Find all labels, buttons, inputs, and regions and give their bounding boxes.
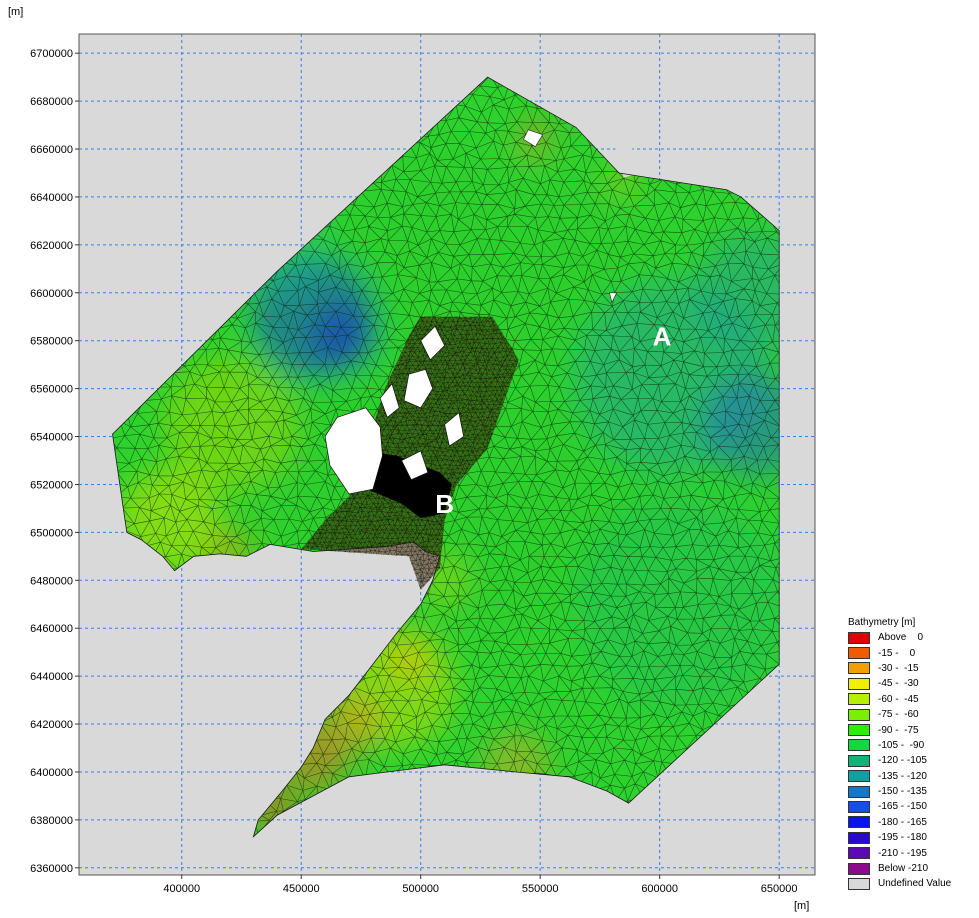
x-axis-unit: [m] — [794, 900, 810, 912]
legend-item: -120 - -105 — [848, 753, 978, 768]
legend-item: Above 0 — [848, 630, 978, 645]
legend-swatch — [848, 739, 870, 752]
depth-patch — [384, 635, 433, 684]
land-mass — [401, 450, 429, 481]
y-tick-label: 6460000 — [30, 623, 73, 635]
y-axis-unit: [m] — [8, 6, 24, 18]
land-mass — [379, 383, 400, 418]
legend-swatch — [848, 754, 870, 767]
legend-label: Below -210 — [878, 863, 929, 875]
legend-item: -150 - -135 — [848, 784, 978, 799]
land-mass — [324, 407, 383, 495]
legend-swatch — [848, 677, 870, 690]
legend-swatch — [848, 724, 870, 737]
legend-swatch — [848, 847, 870, 860]
x-tick-label: 500000 — [402, 883, 439, 895]
domain-boundary — [112, 76, 780, 838]
depth-patch — [576, 496, 780, 712]
y-tick-label: 6620000 — [30, 240, 73, 252]
legend-item: Below -210 — [848, 861, 978, 876]
y-tick-label: 6480000 — [30, 575, 73, 587]
legend-item: -180 - -165 — [848, 815, 978, 830]
site-label-b: B — [435, 489, 454, 519]
land-mass — [420, 325, 446, 361]
island — [523, 129, 544, 148]
legend-swatch — [848, 800, 870, 813]
x-tick-label: 450000 — [283, 883, 320, 895]
legend-label: -60 - -45 — [878, 693, 919, 705]
legend-swatch — [848, 647, 870, 660]
y-tick-label: 6540000 — [30, 432, 73, 444]
island — [609, 292, 618, 304]
legend-item: -15 - 0 — [848, 645, 978, 660]
legend-label: -165 - -150 — [878, 801, 927, 813]
legend-title: Bathymetry [m] — [848, 617, 916, 628]
legend-swatch — [848, 816, 870, 829]
y-tick-label: 6380000 — [30, 815, 73, 827]
legend-label: -180 - -165 — [878, 816, 927, 828]
legend-item: -165 - -150 — [848, 799, 978, 814]
depth-patch — [702, 371, 780, 478]
bathymetry-legend: Bathymetry [m] Above 0 -15 - 0 -30 - -15 -4… — [848, 617, 978, 892]
legend-item: -45 - -30 — [848, 676, 978, 691]
legend-label: -210 - -195 — [878, 847, 927, 859]
plot-frame — [78, 33, 816, 876]
y-tick-label: 6520000 — [30, 479, 73, 491]
y-tick-label: 6700000 — [30, 48, 73, 60]
legend-label: Above 0 — [878, 632, 924, 644]
legend-swatch — [848, 693, 870, 706]
legend-swatch — [848, 631, 870, 644]
legend-label: Undefined Value — [878, 878, 952, 890]
axis-ticks — [75, 52, 780, 879]
legend-label: -120 - -105 — [878, 755, 927, 767]
legend-swatch — [848, 770, 870, 783]
legend-items: Above 0 -15 - 0 -30 - -15 -45 - -30 -60 - -4… — [848, 630, 978, 892]
y-tick-label: 6680000 — [30, 96, 73, 108]
legend-label: -30 - -15 — [878, 662, 919, 674]
y-tick-label: 6500000 — [30, 527, 73, 539]
legend-label: -105 - -90 — [878, 739, 925, 751]
legend-label: -45 - -30 — [878, 678, 919, 690]
y-tick-label: 6580000 — [30, 336, 73, 348]
site-label-a: A — [653, 321, 672, 351]
y-tick-label: 6360000 — [30, 863, 73, 875]
legend-swatch — [848, 785, 870, 798]
legend-label: -195 - -180 — [878, 832, 927, 844]
y-tick-label: 6640000 — [30, 192, 73, 204]
x-tick-label: 550000 — [522, 883, 559, 895]
legend-item: Undefined Value — [848, 876, 978, 891]
y-tick-label: 6420000 — [30, 719, 73, 731]
y-tick-label: 6660000 — [30, 144, 73, 156]
x-tick-label: 600000 — [641, 883, 678, 895]
legend-label: -15 - 0 — [878, 647, 916, 659]
x-tick-label: 400000 — [163, 883, 200, 895]
legend-swatch — [848, 831, 870, 844]
y-tick-label: 6560000 — [30, 384, 73, 396]
legend-swatch — [848, 862, 870, 875]
legend-label: -75 - -60 — [878, 709, 919, 721]
legend-swatch — [848, 877, 870, 890]
legend-label: -135 - -120 — [878, 770, 927, 782]
legend-label: -150 - -135 — [878, 786, 927, 798]
legend-item: -195 - -180 — [848, 830, 978, 845]
y-tick-label: 6600000 — [30, 288, 73, 300]
legend-item: -60 - -45 — [848, 692, 978, 707]
land-mass — [403, 368, 434, 409]
y-tick-label: 6440000 — [30, 671, 73, 683]
legend-swatch — [848, 708, 870, 721]
legend-item: -105 - -90 — [848, 738, 978, 753]
legend-swatch — [848, 662, 870, 675]
y-tick-label: 6400000 — [30, 767, 73, 779]
legend-item: -90 - -75 — [848, 722, 978, 737]
legend-item: -210 - -195 — [848, 845, 978, 860]
legend-item: -75 - -60 — [848, 707, 978, 722]
legend-item: -135 - -120 — [848, 769, 978, 784]
land-mass — [444, 411, 465, 447]
legend-label: -90 - -75 — [878, 724, 919, 736]
legend-item: -30 - -15 — [848, 661, 978, 676]
domain-notch — [611, 137, 639, 178]
x-tick-label: 650000 — [761, 883, 798, 895]
